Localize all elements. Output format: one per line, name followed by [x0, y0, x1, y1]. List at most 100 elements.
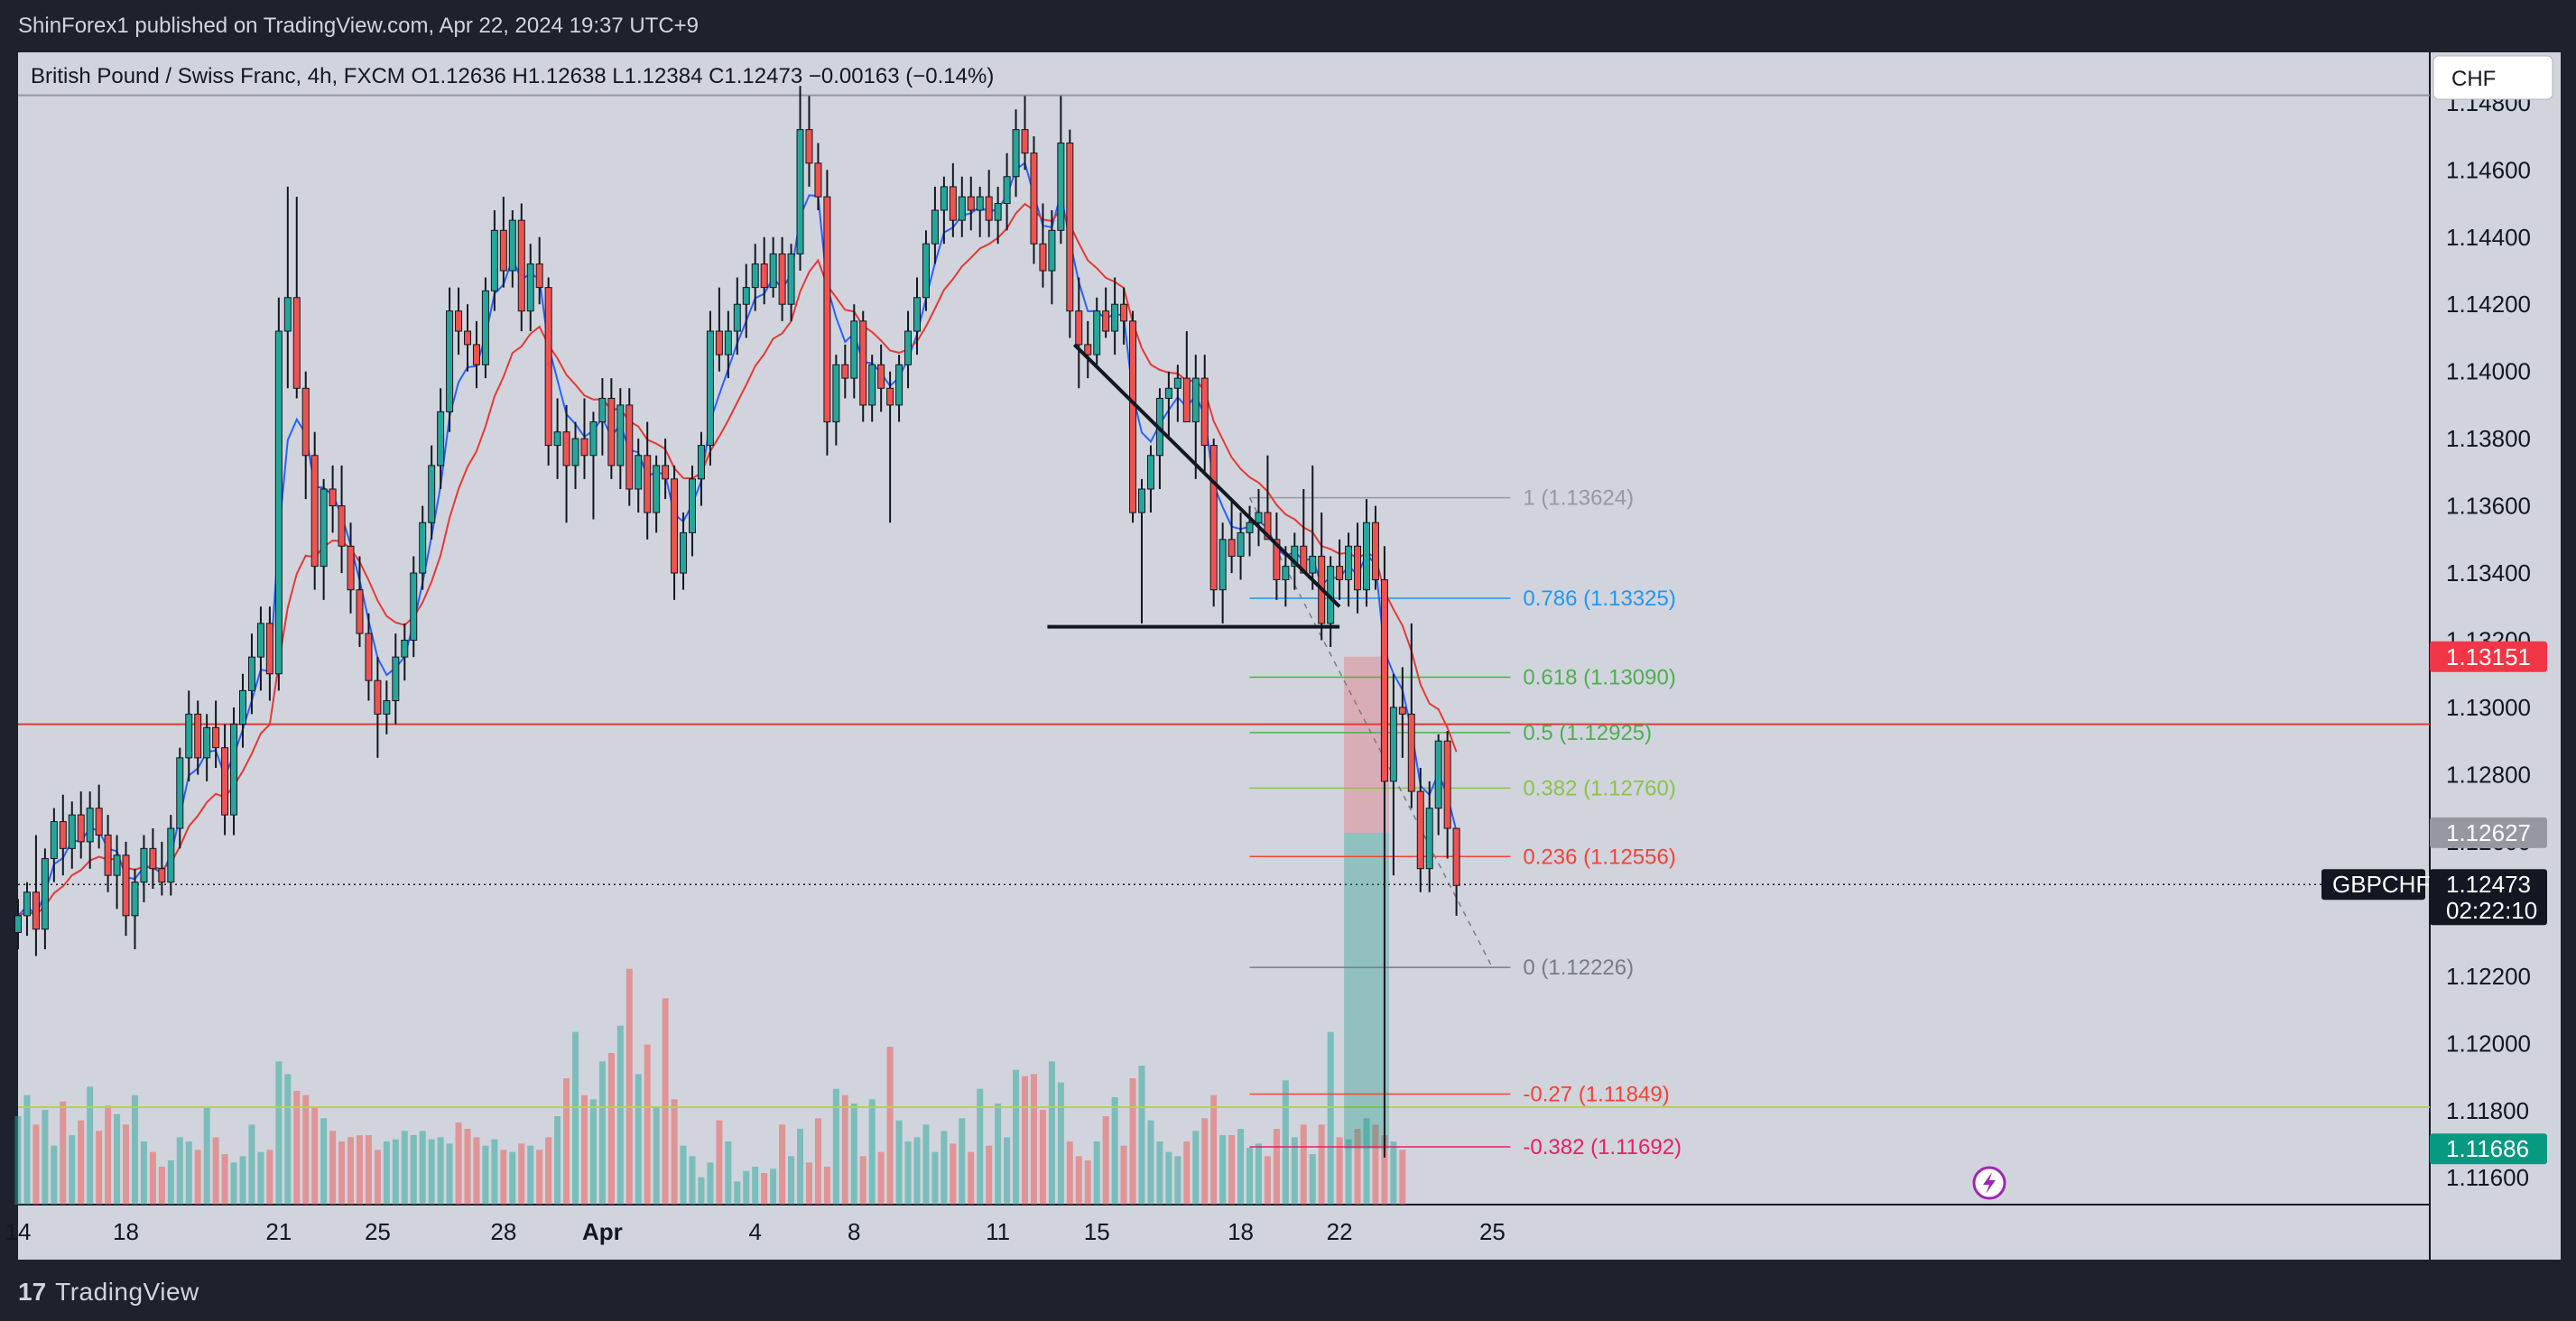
volume-bar: [986, 1145, 993, 1205]
candle-body: [1120, 303, 1128, 322]
volume-bar: [941, 1131, 948, 1205]
candle-body: [1138, 488, 1145, 513]
candle-body: [1345, 545, 1353, 581]
volume-bar: [491, 1139, 498, 1205]
candle-body: [158, 868, 166, 883]
price-tick-label: 1.14000: [2446, 358, 2531, 385]
volume-bar: [311, 1107, 319, 1205]
bearish-candle: [644, 421, 652, 540]
volume-bar: [788, 1156, 795, 1205]
bullish-candle: [571, 421, 579, 489]
bullish-candle: [41, 848, 49, 950]
fibonacci-retracement[interactable]: 1 (1.13624) 0.786 (1.13325) 0.618 (1.13090…: [1248, 486, 1682, 1159]
volume-bar: [1354, 1129, 1361, 1205]
candle-body: [464, 330, 471, 346]
bearish-candle: [95, 784, 103, 849]
candle-body: [167, 827, 175, 883]
volume-bar: [1255, 1143, 1262, 1205]
candle-body: [239, 689, 246, 725]
candle-body: [310, 455, 319, 568]
currency-selector[interactable]: [2432, 55, 2553, 100]
volume-bar: [1111, 1097, 1118, 1205]
volume-bar: [572, 1031, 579, 1205]
bullish-candle: [50, 808, 58, 882]
volume-bar: [1381, 1135, 1388, 1205]
bullish-candle: [113, 835, 121, 910]
volume-bar: [347, 1137, 355, 1205]
candle-body: [247, 656, 255, 691]
candle-body: [1273, 539, 1281, 581]
volume-bar: [1066, 1141, 1073, 1205]
candle-body: [508, 219, 516, 272]
tradingview-brand[interactable]: TradingView: [55, 1278, 199, 1306]
bearish-candle: [365, 613, 373, 701]
bearish-candle: [814, 143, 822, 210]
candle-body: [823, 196, 831, 423]
volume-bar: [51, 1145, 58, 1205]
candle-body: [814, 162, 822, 198]
tradingview-logo-icon[interactable]: 17: [18, 1278, 47, 1306]
candle-body: [14, 915, 22, 933]
bullish-candle: [868, 355, 876, 422]
bullish-candle: [167, 815, 175, 896]
candle-body: [1111, 303, 1119, 332]
candle-body: [697, 445, 705, 480]
price-tick-label: 1.11600: [2446, 1164, 2529, 1191]
candle-body: [976, 196, 984, 211]
bearish-candle: [778, 236, 786, 321]
trendline-drawings[interactable]: [1047, 343, 1341, 629]
volume-bar: [959, 1118, 966, 1205]
symbol-badge: GBPCHF: [2321, 869, 2430, 901]
time-tick-label: 28: [490, 1218, 516, 1245]
bearish-candle: [886, 371, 894, 523]
bearish-candle: [265, 606, 273, 701]
volume-bar: [140, 1141, 147, 1205]
volume-bar: [1309, 1154, 1316, 1205]
bullish-candle: [428, 445, 436, 540]
stop-price-badge: 1.13151: [2430, 641, 2547, 672]
volume-bar: [554, 1116, 561, 1205]
candle-body: [671, 478, 679, 574]
volume-bar: [401, 1131, 408, 1205]
volume-bar: [1102, 1116, 1109, 1205]
volume-bar: [877, 1151, 885, 1205]
bullish-candle: [832, 355, 840, 446]
volume-bar: [1300, 1124, 1307, 1205]
bullish-candle: [1219, 522, 1227, 624]
price-badge-text: 1.11686: [2446, 1135, 2529, 1162]
volume-bar: [32, 1124, 40, 1205]
volume-bar: [832, 1088, 839, 1205]
volume-bar: [455, 1122, 462, 1205]
candle-body: [1264, 512, 1272, 540]
bearish-candle: [671, 465, 679, 600]
bullish-candle: [796, 86, 804, 271]
candle-body: [221, 747, 229, 816]
volume-bar: [1390, 1141, 1397, 1205]
volume-bar: [1237, 1129, 1245, 1205]
time-tick-label: 25: [1479, 1218, 1506, 1245]
candle-body: [1336, 566, 1344, 581]
bearish-candle: [877, 344, 885, 412]
bullish-candle: [976, 186, 984, 237]
price-badges: 1.131511.126271.116861.1247302:22:10GBPC…: [2321, 641, 2547, 1165]
volume-bar: [266, 1150, 273, 1205]
bullish-candle: [410, 556, 418, 658]
candle-body: [437, 411, 445, 467]
bullish-candle: [733, 277, 741, 356]
bullish-candle: [680, 513, 688, 590]
volume-bar: [644, 1044, 651, 1205]
candle-body: [68, 814, 76, 849]
bar-countdown-text: 02:22:10: [2446, 897, 2537, 924]
candle-body: [1146, 455, 1154, 490]
volume-bar: [42, 1110, 49, 1205]
bullish-candle: [401, 623, 409, 681]
bullish-candle: [320, 478, 328, 600]
volume-bar: [437, 1137, 444, 1205]
candle-body: [1237, 531, 1245, 557]
symbol-info: British Pound / Swiss Franc, 4h, FXCM O1…: [31, 64, 994, 88]
bearish-candle: [347, 522, 355, 614]
candle-body: [886, 387, 894, 406]
candle-body: [1380, 579, 1388, 782]
volume-bar: [356, 1135, 363, 1205]
